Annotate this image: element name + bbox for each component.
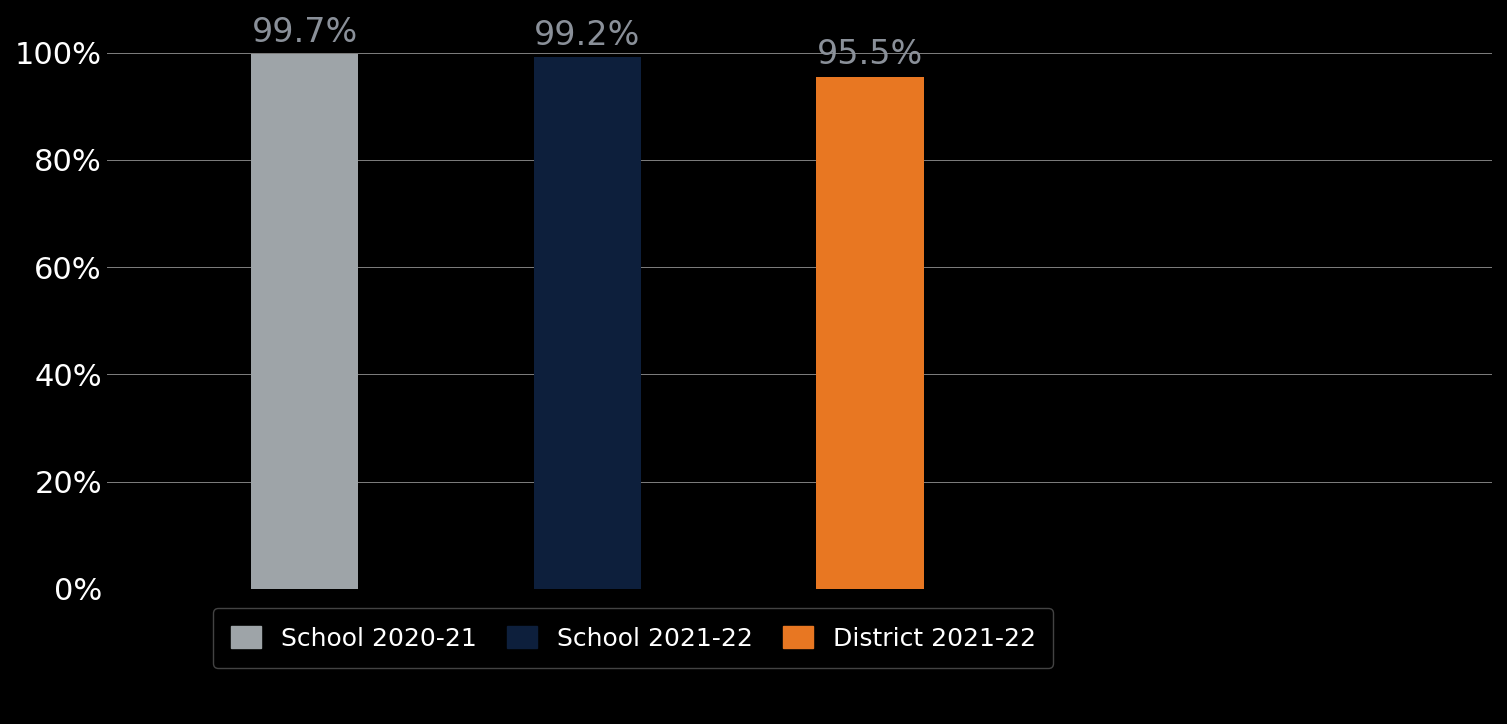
- Text: 99.2%: 99.2%: [535, 19, 640, 51]
- Bar: [252, 54, 359, 589]
- Text: 99.7%: 99.7%: [252, 16, 357, 49]
- Bar: [533, 57, 640, 589]
- Bar: [817, 77, 924, 589]
- Legend: School 2020-21, School 2021-22, District 2021-22: School 2020-21, School 2021-22, District…: [214, 608, 1053, 668]
- Text: 95.5%: 95.5%: [817, 38, 924, 72]
